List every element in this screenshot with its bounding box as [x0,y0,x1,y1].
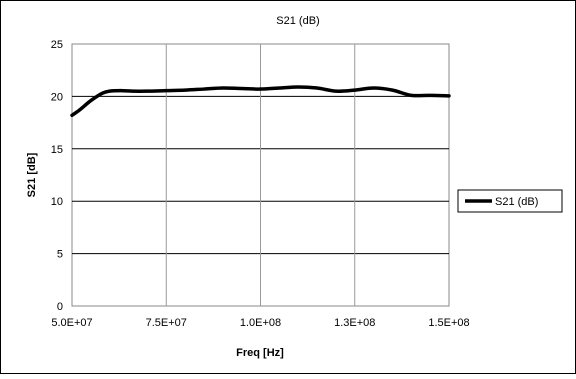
y-tick-label: 10 [51,196,63,208]
y-tick-label: 15 [51,144,63,156]
y-tick-labels: 0 5 10 15 20 25 [51,39,63,313]
x-tick-label: 1.5E+08 [428,317,469,329]
x-axis-label: Freq [Hz] [236,347,284,359]
x-tick-label: 1.0E+08 [240,317,281,329]
y-tick-label: 25 [51,39,63,51]
legend: S21 (dB) [457,189,563,213]
series-lines [70,85,451,118]
y-tick-label: 20 [51,91,63,103]
x-tick-label: 5.0E+07 [51,317,92,329]
legend-label: S21 (dB) [495,196,538,208]
chart-title: S21 (dB) [276,15,319,27]
legend-box [457,189,563,213]
y-axis-label: S21 [dB] [26,152,38,197]
series-line [70,85,451,118]
x-tick-label: 1.3E+08 [334,317,375,329]
y-tick-label: 0 [57,301,63,313]
x-tick-label: 7.5E+07 [146,317,187,329]
x-tick-labels: 5.0E+07 7.5E+07 1.0E+08 1.3E+08 1.5E+08 [51,317,469,329]
y-tick-label: 5 [57,249,63,261]
